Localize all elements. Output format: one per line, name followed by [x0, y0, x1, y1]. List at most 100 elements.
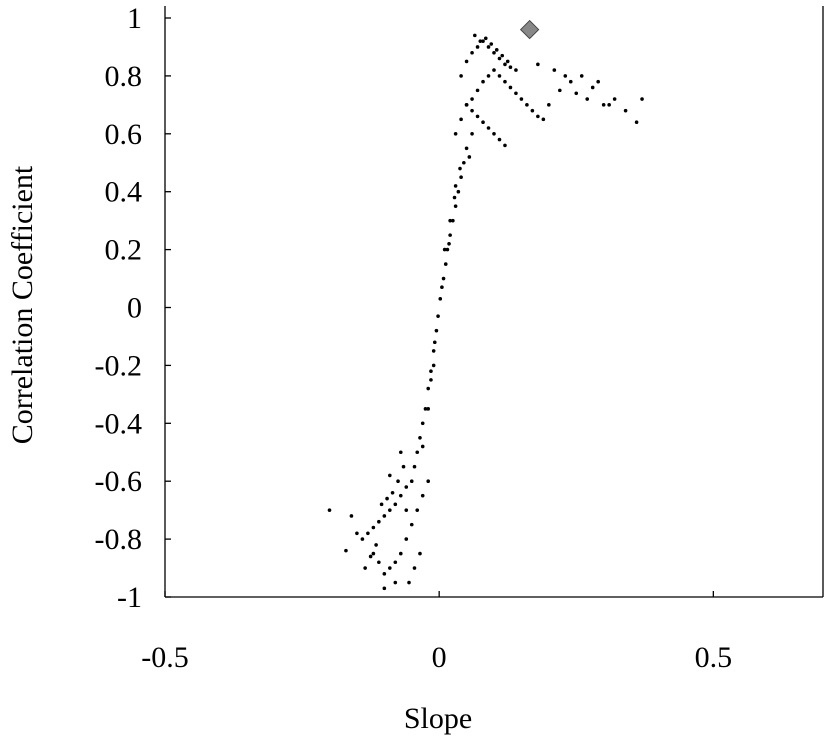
- point: [640, 97, 644, 101]
- point: [486, 45, 491, 49]
- point: [393, 580, 398, 585]
- x-tick-label: -0.5: [141, 641, 189, 674]
- point: [541, 117, 546, 122]
- point: [420, 421, 425, 426]
- point: [459, 74, 463, 78]
- point: [497, 74, 502, 78]
- point: [503, 143, 507, 148]
- y-tick-label: -0.8: [95, 523, 143, 556]
- point: [475, 88, 480, 93]
- point: [530, 108, 535, 113]
- point: [470, 50, 474, 55]
- point: [473, 33, 477, 38]
- point: [481, 120, 485, 125]
- point: [429, 369, 433, 373]
- point: [327, 508, 332, 512]
- point: [448, 218, 452, 223]
- point: [601, 103, 606, 107]
- point: [483, 36, 488, 41]
- y-axis-label: Correlation Coefficient: [6, 165, 39, 444]
- point: [623, 108, 628, 113]
- point: [612, 97, 617, 101]
- point: [396, 479, 400, 484]
- point: [368, 554, 373, 559]
- point: [429, 378, 433, 382]
- point: [442, 247, 447, 252]
- point: [451, 218, 455, 223]
- point: [371, 525, 376, 530]
- point: [423, 407, 428, 411]
- point: [388, 473, 392, 478]
- point: [503, 79, 507, 84]
- point: [467, 155, 472, 159]
- point: [404, 537, 409, 541]
- point: [500, 53, 505, 58]
- point: [536, 114, 540, 119]
- point: [344, 548, 348, 553]
- point: [634, 120, 639, 125]
- point: [415, 508, 420, 512]
- point: [514, 91, 518, 96]
- point: [447, 242, 451, 246]
- point: [393, 560, 398, 565]
- point: [393, 502, 398, 507]
- point: [458, 166, 462, 171]
- point: [508, 85, 513, 90]
- point: [431, 363, 436, 368]
- point: [382, 514, 387, 518]
- point: [462, 160, 466, 165]
- point: [607, 103, 611, 107]
- point: [390, 490, 395, 495]
- point: [590, 85, 595, 90]
- point: [445, 247, 450, 252]
- point: [420, 444, 425, 449]
- point: [420, 493, 425, 498]
- point: [366, 531, 370, 536]
- point: [453, 184, 458, 188]
- point: [407, 580, 411, 585]
- point: [404, 508, 409, 512]
- point: [418, 551, 422, 556]
- point: [514, 68, 518, 72]
- point: [388, 508, 392, 512]
- point: [481, 39, 485, 43]
- y-tick-label: -0.6: [95, 465, 143, 498]
- point: [360, 537, 365, 541]
- point: [547, 103, 551, 107]
- point: [536, 62, 540, 67]
- y-tick-label: 0.4: [105, 176, 143, 209]
- y-tick-label: -0.4: [95, 407, 143, 440]
- x-tick-label: 0.5: [695, 641, 733, 674]
- point: [453, 132, 458, 136]
- point: [441, 276, 446, 281]
- point: [426, 386, 431, 391]
- y-tick-label: -1: [117, 581, 142, 614]
- point: [492, 132, 496, 136]
- point: [505, 59, 510, 64]
- point: [382, 586, 387, 591]
- point: [398, 450, 403, 455]
- point: [494, 48, 499, 52]
- point: [475, 114, 480, 119]
- point: [558, 88, 562, 93]
- point: [596, 79, 600, 84]
- point: [379, 502, 384, 507]
- point: [563, 74, 568, 78]
- point: [579, 74, 584, 78]
- x-axis-label: Slope: [404, 702, 472, 735]
- point: [464, 103, 469, 107]
- point: [492, 50, 496, 55]
- point: [382, 572, 387, 576]
- point: [371, 551, 376, 556]
- point: [453, 204, 458, 208]
- point: [503, 62, 507, 67]
- point: [418, 435, 422, 440]
- point: [464, 59, 469, 64]
- point: [481, 79, 485, 84]
- y-tick-label: -0.2: [95, 349, 143, 382]
- point: [508, 65, 513, 70]
- point: [489, 42, 494, 46]
- point: [475, 45, 480, 49]
- y-tick-label: 0.2: [105, 234, 143, 267]
